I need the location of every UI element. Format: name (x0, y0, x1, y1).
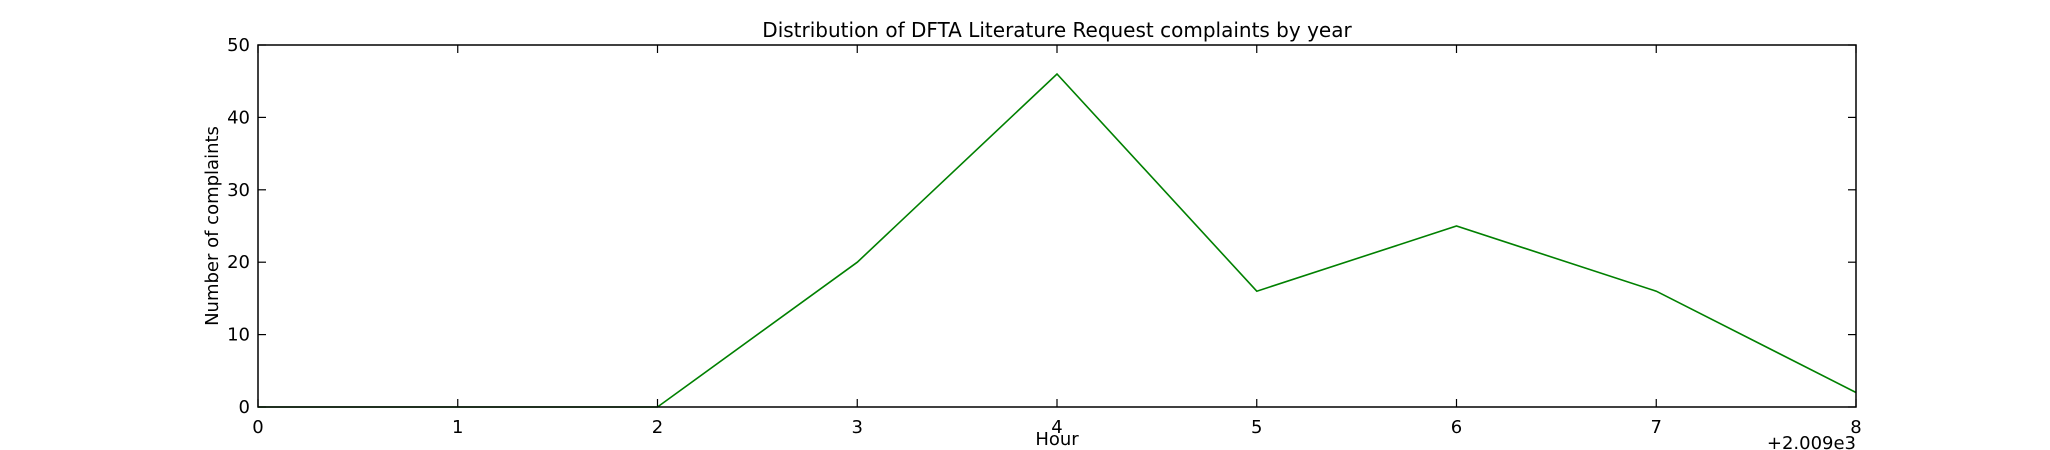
x-axis-label: Hour (1035, 429, 1079, 450)
y-tick-label: 20 (227, 252, 250, 273)
y-tick-label: 40 (227, 107, 250, 128)
plot-frame (257, 44, 1857, 408)
x-tick-label: 2 (652, 417, 663, 438)
y-axis-ticks: 0 10 20 30 40 50 (227, 35, 1856, 418)
y-tick-label: 10 (227, 325, 250, 346)
chart-title: Distribution of DFTA Literature Request … (762, 18, 1352, 42)
x-tick-label: 4 (1051, 417, 1062, 438)
x-axis-offset-label: +2.009e3 (1767, 433, 1856, 450)
x-tick-label: 5 (1251, 417, 1262, 438)
x-tick-label: 1 (452, 417, 463, 438)
x-tick-label: 8 (1850, 417, 1861, 438)
y-tick-label: 0 (239, 397, 250, 418)
x-tick-label: 6 (1451, 417, 1462, 438)
y-tick-label: 30 (227, 180, 250, 201)
x-axis-ticks: 0 1 2 3 4 5 6 7 8 (252, 45, 1862, 438)
x-tick-label: 3 (852, 417, 863, 438)
y-tick-label: 50 (227, 35, 250, 56)
x-tick-label: 7 (1651, 417, 1662, 438)
y-axis-label: Number of complaints (202, 126, 223, 326)
x-tick-label: 0 (252, 417, 263, 438)
